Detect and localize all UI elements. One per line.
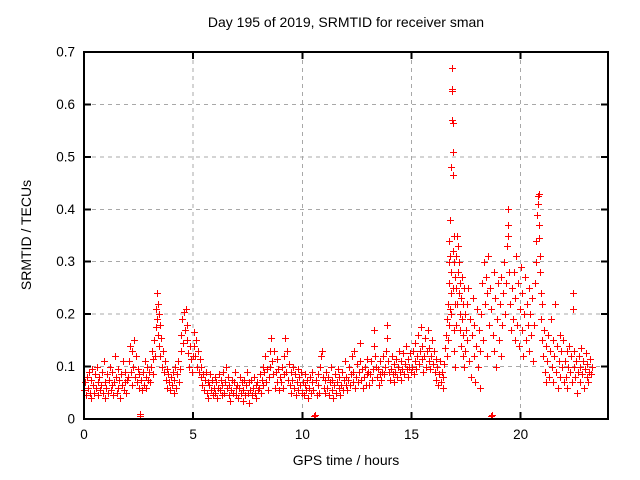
y-tick-label: 0 (67, 412, 75, 427)
x-tick-label: 0 (80, 427, 88, 442)
y-tick-label: 0.7 (56, 45, 75, 60)
x-tick-label: 20 (513, 427, 528, 442)
y-tick-label: 0.4 (56, 202, 75, 217)
chart-title: Day 195 of 2019, SRMTID for receiver sma… (207, 14, 485, 30)
x-tick-label: 5 (189, 427, 197, 442)
y-tick-label: 0.1 (56, 359, 75, 374)
x-tick-label: 15 (404, 427, 419, 442)
x-axis-title: GPS time / hours (292, 452, 400, 468)
x-tick-label: 10 (295, 427, 310, 442)
plot-border (83, 51, 609, 420)
y-tick-label: 0.2 (56, 307, 75, 322)
y-tick-label: 0.5 (56, 149, 75, 164)
y-tick-label: 0.3 (56, 254, 75, 269)
y-tick-label: 0.6 (56, 97, 75, 112)
